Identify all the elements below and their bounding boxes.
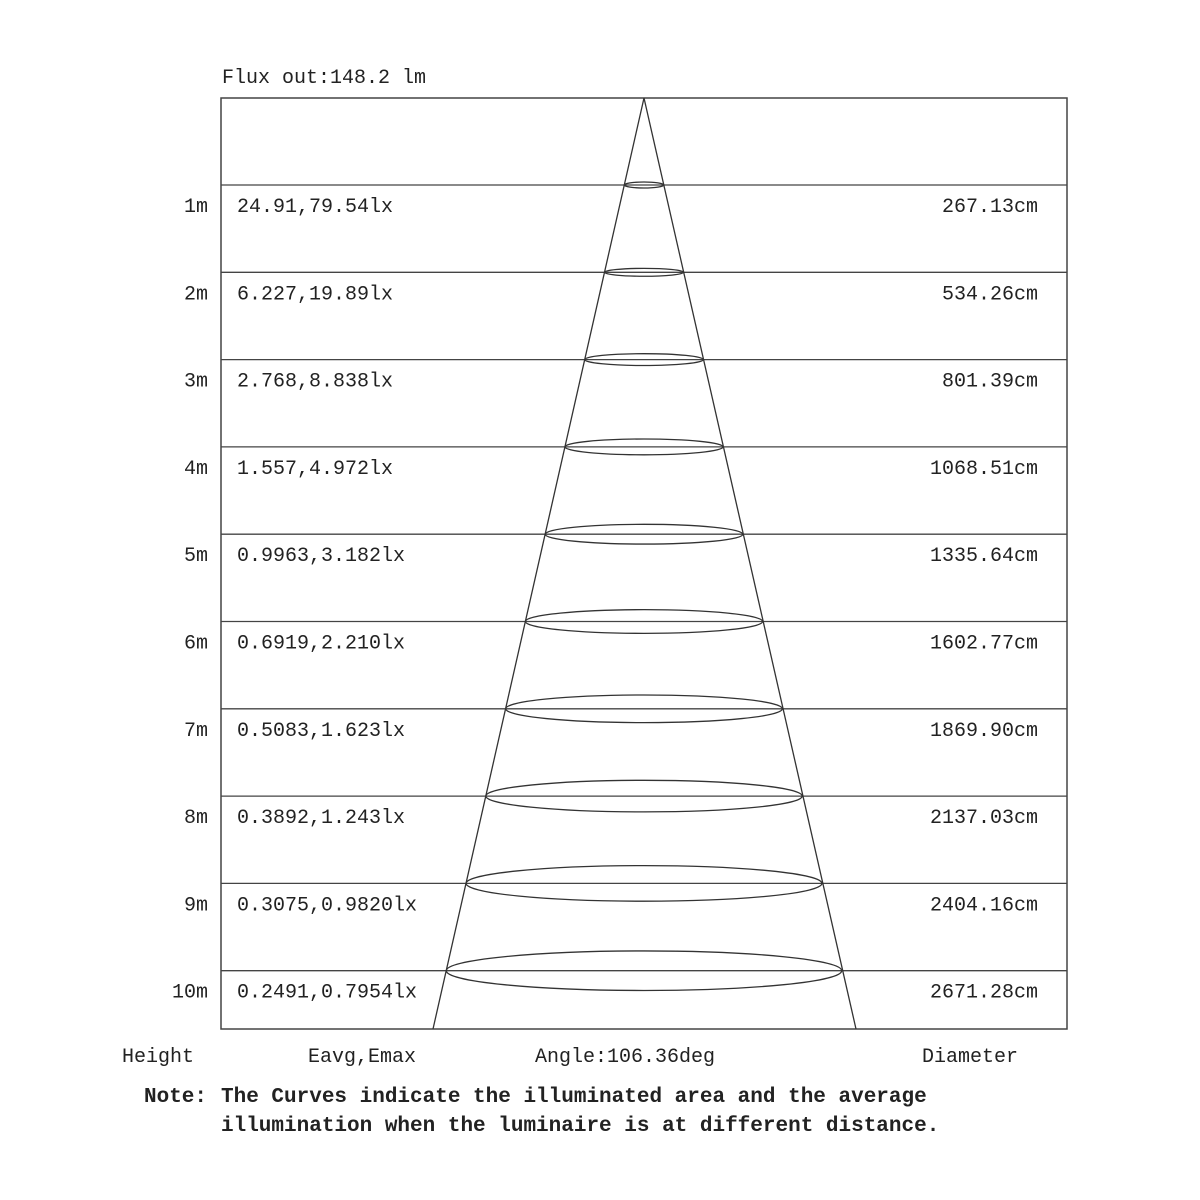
illuminance-value: 0.2491,0.7954lx <box>237 982 417 1005</box>
note-line-1: The Curves indicate the illuminated area… <box>221 1086 927 1109</box>
diameter-value: 801.39cm <box>942 371 1038 394</box>
height-label: 7m <box>184 720 208 743</box>
cone-right-edge <box>643 97 857 1030</box>
height-column-label: Height <box>122 1046 194 1069</box>
diameter-column-label: Diameter <box>922 1046 1018 1069</box>
height-label: 5m <box>184 545 208 568</box>
height-label: 9m <box>184 894 208 917</box>
diameter-value: 534.26cm <box>942 283 1038 306</box>
height-label: 1m <box>184 196 208 219</box>
angle-label: Angle:106.36deg <box>535 1046 715 1069</box>
diameter-value: 2671.28cm <box>930 982 1038 1005</box>
note-line-2: illumination when the luminaire is at di… <box>221 1115 939 1138</box>
diameter-value: 1068.51cm <box>930 458 1038 481</box>
height-label: 10m <box>172 982 208 1005</box>
flux-label: Flux out:148.2 lm <box>222 67 426 90</box>
illuminance-value: 24.91,79.54lx <box>237 196 393 219</box>
illuminance-value: 1.557,4.972lx <box>237 458 393 481</box>
height-label: 3m <box>184 371 208 394</box>
illuminance-value: 6.227,19.89lx <box>237 283 393 306</box>
illuminance-value: 0.6919,2.210lx <box>237 633 405 656</box>
illuminance-value: 2.768,8.838lx <box>237 371 393 394</box>
diameter-value: 1869.90cm <box>930 720 1038 743</box>
illuminance-value: 0.9963,3.182lx <box>237 545 405 568</box>
diameter-value: 267.13cm <box>942 196 1038 219</box>
diameter-value: 1335.64cm <box>930 545 1038 568</box>
cone-left-edge <box>432 97 645 1030</box>
note-prefix: Note: <box>144 1086 207 1109</box>
height-label: 8m <box>184 807 208 830</box>
illuminance-value: 0.5083,1.623lx <box>237 720 405 743</box>
height-label: 4m <box>184 458 208 481</box>
diameter-value: 2404.16cm <box>930 894 1038 917</box>
diameter-value: 2137.03cm <box>930 807 1038 830</box>
illuminance-value: 0.3075,0.9820lx <box>237 894 417 917</box>
height-label: 6m <box>184 633 208 656</box>
height-label: 2m <box>184 283 208 306</box>
diameter-value: 1602.77cm <box>930 633 1038 656</box>
illuminance-value: 0.3892,1.243lx <box>237 807 405 830</box>
eavg-column-label: Eavg,Emax <box>308 1046 416 1069</box>
